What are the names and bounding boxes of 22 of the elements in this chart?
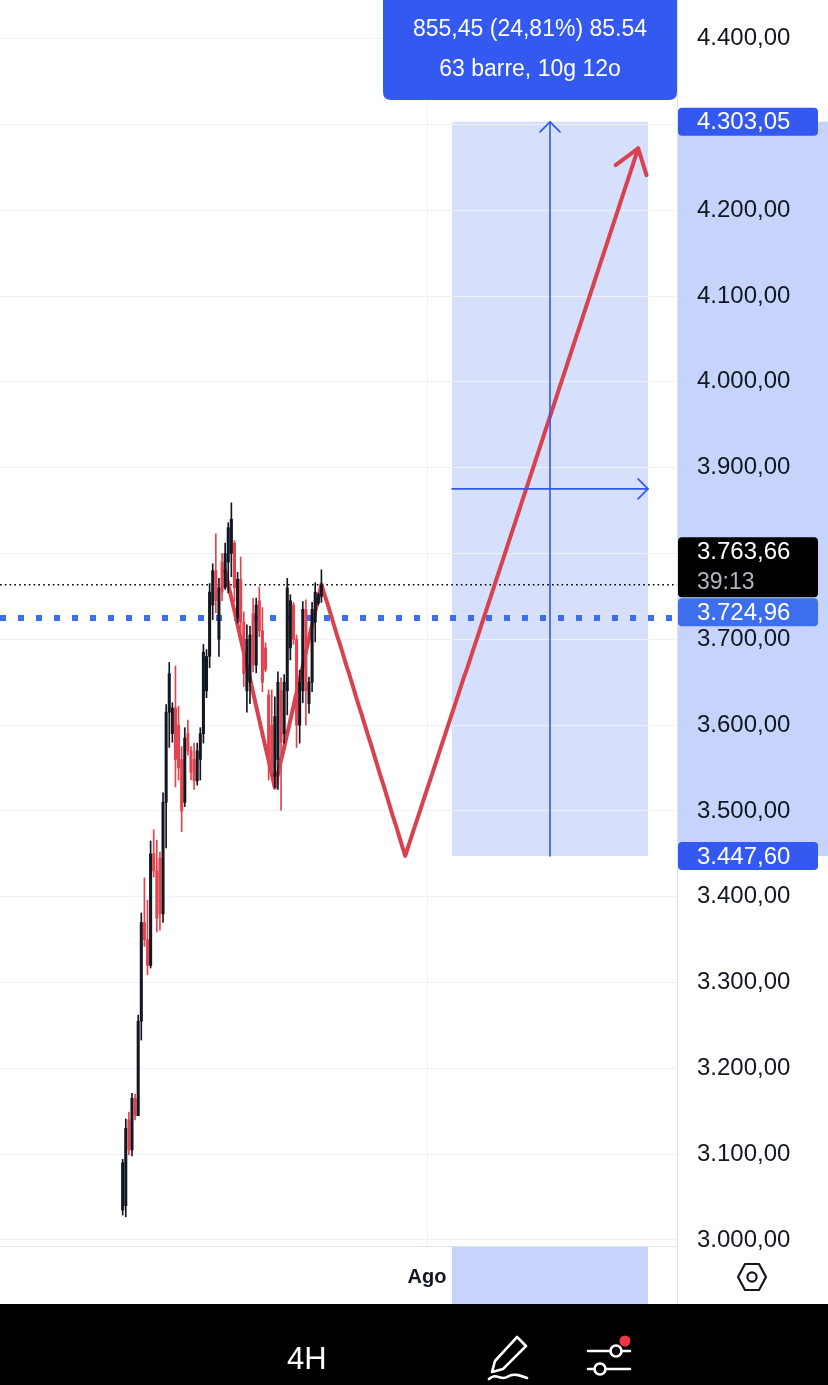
y-tick-label: 3.100,00 [697,1138,791,1166]
y-tick-label: 3.000,00 [697,1224,791,1252]
text: 3.447,60 [697,841,791,869]
y-tick-label: 3.400,00 [697,881,791,909]
y-tick-label: 3.600,00 [697,709,791,737]
y-tick-label: 4.000,00 [697,366,791,394]
y-tick-label: 3.200,00 [697,1052,791,1080]
y-tick-label: 3.500,00 [697,795,791,823]
y-tick-label: 3.700,00 [697,623,791,651]
y-tick-label: 4.100,00 [697,280,791,308]
text: 39:13 [697,567,755,594]
annotation: 855,45 (24,81%) 85.54 [412,15,648,42]
ref-line-label: 3.763,66 [697,536,791,564]
y-tick-label: 4.200,00 [697,194,791,222]
y-tick-label: 3.900,00 [697,452,791,480]
y-tick-label: 4.400,00 [697,23,791,51]
text: 4H [287,1341,327,1377]
annotation: 63 barre, 10g 12o [439,55,621,82]
ref-line-label: 3.724,96 [697,597,791,625]
x-tick-label: Ago [407,1264,447,1287]
text: 4.303,05 [697,107,791,135]
y-tick-label: 3.300,00 [697,967,791,995]
